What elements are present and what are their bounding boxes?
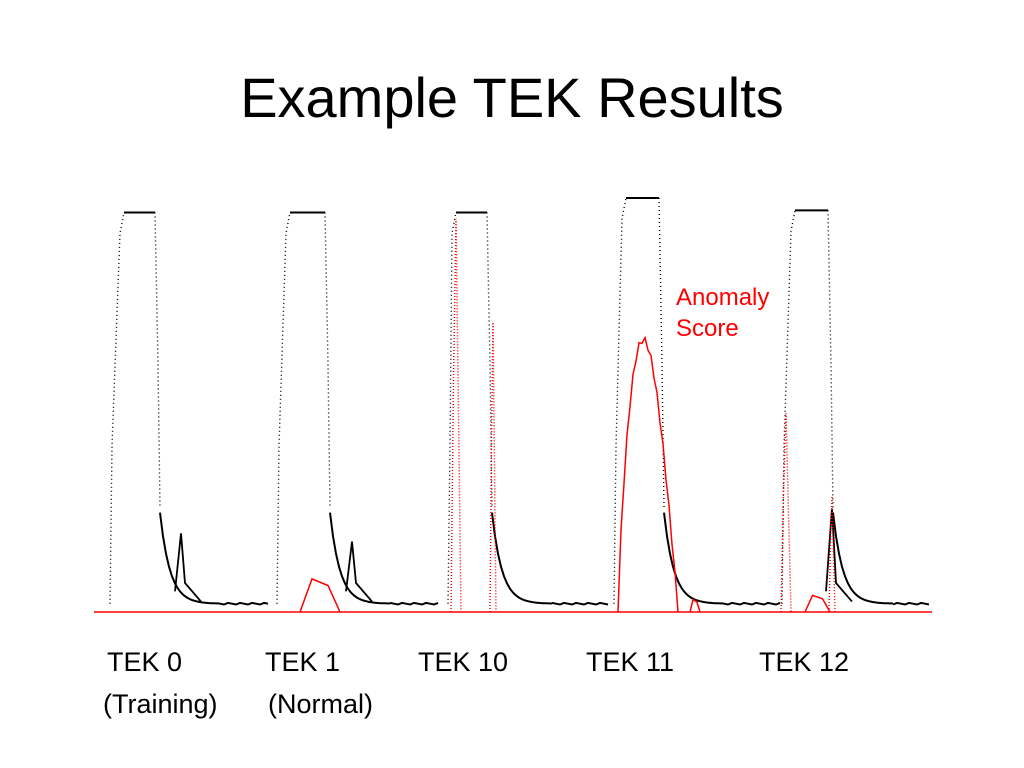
- segment-subtitle-tek-0: (Training): [103, 689, 218, 719]
- signal-fall-tek-11: [658, 197, 665, 509]
- anomaly-score-mark-tek-1-0: [299, 577, 341, 613]
- signal-rise-tek-12: [781, 210, 796, 604]
- anomaly-score-mark-tek-12-0: [780, 413, 792, 613]
- segment-label-tek-12: TEK 12: [759, 647, 850, 677]
- anomaly-score-mark-tek-12-1: [804, 594, 831, 613]
- signal-baseline-tek-12: [892, 601, 930, 606]
- signal-secondary-bump-tek-0: [174, 533, 202, 603]
- segment-label-tek-10: TEK 10: [418, 647, 509, 677]
- signal-decay-tek-1: [329, 512, 391, 605]
- signal-decay-tek-11: [663, 512, 725, 605]
- signal-baseline-tek-11: [723, 601, 781, 606]
- signal-secondary-bump-tek-1: [345, 541, 373, 603]
- signal-rise-tek-0: [109, 212, 125, 604]
- anomaly-score-mark-tek-11-1: [689, 598, 701, 613]
- signal-fall-tek-12: [827, 210, 834, 509]
- anomaly-score-layer: [299, 218, 836, 613]
- segment-subtitle-tek-1: (Normal): [268, 689, 373, 719]
- segment-label-tek-0: TEK 0: [107, 647, 183, 677]
- signal-fall-tek-1: [324, 212, 331, 509]
- segment-label-tek-11: TEK 11: [586, 647, 675, 677]
- signal-fall-tek-0: [154, 212, 161, 509]
- slide-title: Example TEK Results: [240, 66, 784, 129]
- signal-baseline-tek-0: [219, 601, 269, 606]
- segment-label-tek-1: TEK 1: [265, 647, 341, 677]
- anomaly-score-annotation: Anomaly Score: [676, 282, 769, 344]
- signal-trace-layer: [109, 197, 930, 606]
- signal-baseline-tek-10: [551, 601, 609, 606]
- signal-baseline-tek-1: [389, 601, 439, 606]
- signal-decay-tek-0: [159, 512, 221, 605]
- signal-rise-tek-1: [276, 212, 291, 604]
- annotation-line-2: Score: [676, 315, 739, 342]
- annotation-line-1: Anomaly: [676, 284, 770, 311]
- anomaly-score-mark-tek-11-0: [617, 335, 679, 613]
- signal-decay-tek-12: [832, 512, 894, 605]
- anomaly-score-mark-tek-10-1: [489, 322, 497, 613]
- signal-decay-tek-10: [491, 512, 553, 605]
- anomaly-score-mark-tek-10-0: [450, 218, 462, 613]
